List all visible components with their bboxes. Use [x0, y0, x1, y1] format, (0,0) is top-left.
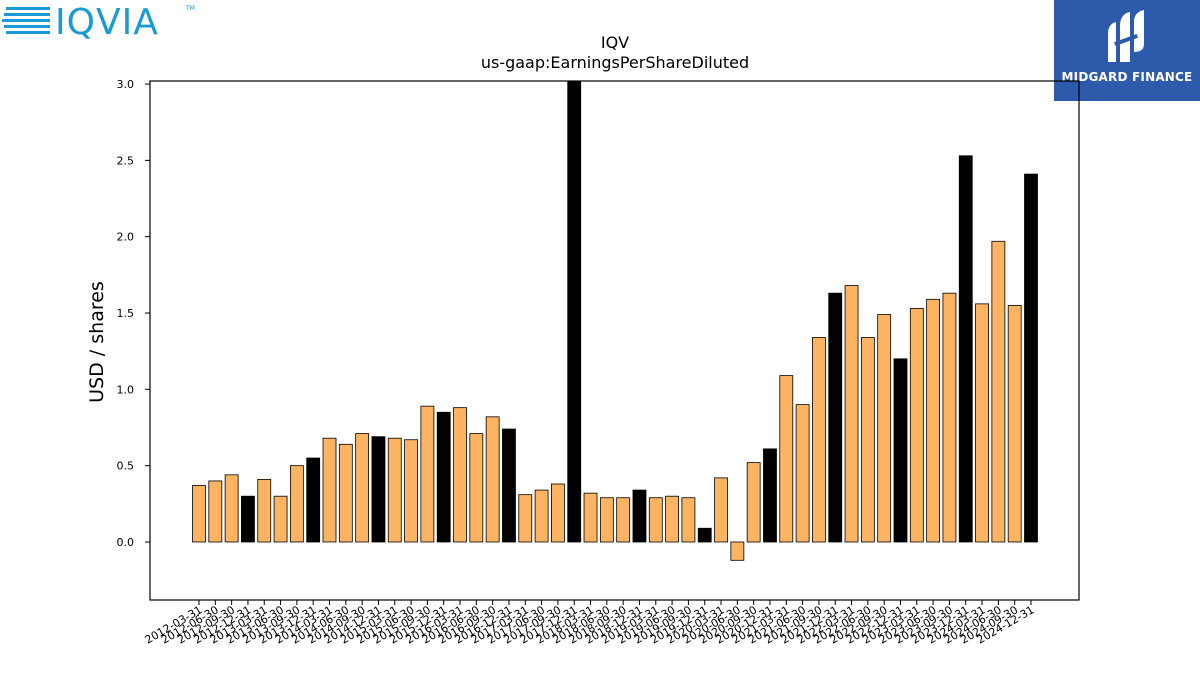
bar-2013-12-31 [306, 457, 321, 543]
bar-2023-06-30 [926, 298, 941, 543]
bar-2015-12-31 [436, 411, 451, 543]
x-axis: 2012-03-312012-06-302012-09-302012-12-31… [143, 600, 1037, 647]
chart-title: IQV [601, 33, 629, 52]
bar-2019-09-30 [681, 497, 696, 543]
bar-2014-03-31 [322, 437, 337, 543]
bar-2024-12-31 [1024, 173, 1038, 543]
bar-2015-09-30 [420, 405, 435, 543]
bar-2021-12-31 [828, 292, 843, 543]
bar-2021-03-31 [779, 375, 794, 543]
bar-2022-12-31 [893, 358, 908, 543]
y-tick-label: 0.0 [117, 536, 135, 549]
bar-2022-06-30 [860, 337, 875, 543]
bar-2012-06-30 [208, 480, 223, 543]
bar-2020-03-31 [714, 477, 728, 543]
bar-2018-12-31 [632, 489, 647, 543]
y-tick-label: 3.0 [117, 78, 135, 91]
iqvia-logo-text: IQVIA [55, 2, 159, 43]
y-tick-label: 1.5 [117, 307, 135, 320]
bar-2024-09-30 [1007, 304, 1022, 543]
midgard-finance-logo-text: MIDGARD FINANCE [1061, 70, 1193, 84]
bar-2018-09-30 [616, 497, 631, 543]
iqvia-logo: IQVIA TM [2, 2, 195, 43]
bar-2024-06-30 [991, 240, 1006, 543]
y-tick-label: 0.5 [117, 460, 135, 473]
bar-2017-12-31 [567, 80, 582, 543]
bar-2018-06-30 [599, 497, 614, 543]
midgard-finance-logo: MIDGARD FINANCE [1054, 0, 1200, 101]
bar-2021-09-30 [812, 337, 826, 543]
bar-2012-12-31 [241, 495, 255, 543]
bar-2022-03-31 [844, 285, 859, 543]
iqvia-logo-lines [2, 7, 50, 34]
bar-2013-09-30 [289, 465, 304, 543]
bar-2013-03-31 [257, 479, 272, 543]
bar-series [192, 80, 1038, 561]
y-tick-label: 2.5 [117, 154, 135, 167]
bar-2016-09-30 [485, 416, 500, 543]
bar-2019-12-31 [697, 527, 712, 543]
bar-2014-06-30 [338, 443, 353, 543]
bar-2012-09-30 [224, 474, 239, 543]
bar-2015-06-30 [404, 439, 418, 543]
bar-2016-06-30 [469, 433, 484, 543]
bar-2014-12-31 [371, 436, 386, 543]
bar-2020-06-30 [730, 541, 745, 561]
bar-2020-09-30 [746, 462, 761, 543]
bar-2020-12-31 [763, 448, 777, 543]
bar-2018-03-31 [583, 492, 598, 543]
y-axis: 0.0 0.5 1.0 1.5 2.0 2.5 3.0 [117, 78, 150, 549]
bar-2017-09-30 [551, 483, 565, 543]
bar-2014-09-30 [355, 433, 370, 543]
bar-2017-06-30 [534, 489, 549, 543]
bar-2013-06-30 [273, 495, 288, 543]
bar-2016-12-31 [502, 428, 516, 543]
midgard-emblem-icon [1108, 10, 1144, 62]
bar-2016-03-31 [453, 407, 467, 543]
plot-area-frame [149, 80, 1080, 601]
bar-2019-03-31 [648, 497, 663, 543]
y-axis-label: USD / shares [86, 281, 108, 403]
bar-2022-09-30 [877, 314, 892, 543]
y-tick-label: 2.0 [117, 231, 135, 244]
bar-2019-06-30 [665, 495, 679, 543]
bar-2023-03-31 [909, 308, 924, 543]
iqvia-logo-tm: TM [185, 5, 195, 12]
bar-2023-09-30 [942, 292, 957, 543]
bar-2021-06-30 [795, 404, 810, 543]
bar-2017-03-31 [518, 494, 533, 543]
bar-2015-03-31 [387, 437, 402, 543]
chart-subtitle: us-gaap:EarningsPerShareDiluted [481, 53, 749, 72]
bar-2024-03-31 [975, 303, 989, 543]
y-tick-label: 1.0 [117, 383, 135, 396]
bar-2012-03-31 [192, 485, 206, 543]
bar-2023-12-31 [958, 155, 973, 543]
